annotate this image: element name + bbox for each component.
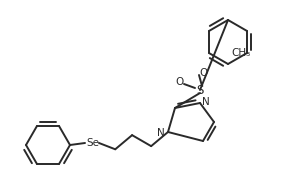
Text: CH₃: CH₃ [231, 48, 250, 58]
Text: N: N [157, 128, 165, 138]
Text: Se: Se [86, 138, 99, 148]
Text: O: O [175, 77, 183, 87]
Text: O: O [200, 68, 208, 78]
Text: S: S [196, 83, 204, 96]
Text: N: N [202, 97, 210, 107]
